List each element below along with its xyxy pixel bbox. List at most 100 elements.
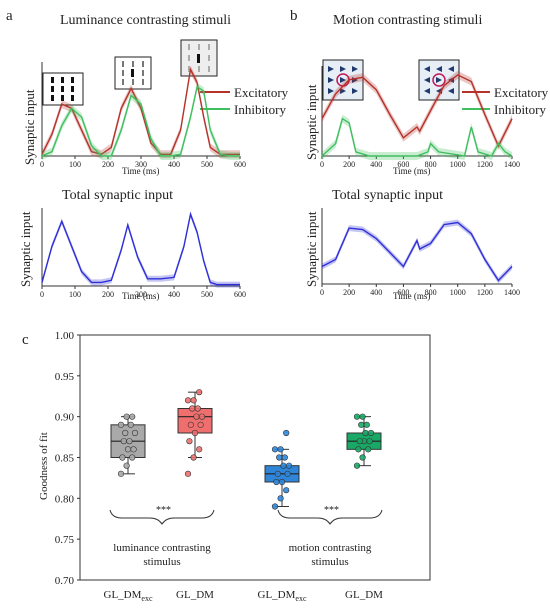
data-point xyxy=(281,454,288,461)
data-point xyxy=(366,438,373,445)
data-point xyxy=(120,438,127,445)
x-tick-label: 300 xyxy=(135,290,147,299)
x-tick-label: 1000 xyxy=(450,160,466,169)
box-1 xyxy=(110,413,146,477)
series-line-total-synaptic-input xyxy=(321,221,513,282)
panel-a-bottom-ylabel: Synaptic input xyxy=(18,211,33,287)
x-tick-label: 400 xyxy=(168,160,180,169)
data-point xyxy=(130,446,137,453)
data-point xyxy=(276,454,283,461)
data-point xyxy=(122,429,129,437)
data-point xyxy=(196,446,203,453)
x-tick-label: 600 xyxy=(234,290,246,299)
x-tick-label: 0 xyxy=(40,290,44,299)
panel-b-legend: Excitatory Inhibitory xyxy=(462,85,549,117)
y-tick-label: 0.85 xyxy=(55,453,75,465)
significance-bracket-luminance xyxy=(109,509,215,525)
data-point xyxy=(362,429,369,437)
x-tick-label: 500 xyxy=(201,160,213,169)
x-category-label: GL_DM xyxy=(176,589,214,601)
x-tick-label: 1200 xyxy=(477,288,493,297)
x-tick-label: 200 xyxy=(102,290,114,299)
panel-a-top-chart: 0 100 200 300 400 500 600 xyxy=(40,62,246,169)
x-tick-label: 100 xyxy=(69,290,81,299)
y-tick-label: 1.00 xyxy=(55,330,75,342)
series-line-total-synaptic-input xyxy=(41,211,240,286)
data-point xyxy=(358,421,365,428)
data-point xyxy=(123,462,130,469)
panel-c-letter: c xyxy=(22,332,29,348)
significance-stars-motion: *** xyxy=(324,505,339,516)
x-tick-label: 0 xyxy=(40,160,44,169)
data-point xyxy=(353,413,361,420)
x-tick-label: 400 xyxy=(370,288,382,297)
stimulus-icon-3 xyxy=(180,39,218,77)
y-tick-label: 0.80 xyxy=(55,493,75,505)
data-point xyxy=(367,429,375,437)
data-point xyxy=(191,429,199,437)
panel-b-top-ylabel: Synaptic input xyxy=(304,84,319,160)
x-tick-label: 600 xyxy=(397,160,409,169)
x-category-label: GL_DMexc xyxy=(258,589,307,603)
x-tick-label: 1200 xyxy=(477,160,493,169)
x-tick-label: 100 xyxy=(69,160,81,169)
data-point xyxy=(283,487,290,494)
y-tick-label: 0.70 xyxy=(55,575,75,587)
stimulus-icon-2 xyxy=(114,56,152,90)
series-line-inhibitory xyxy=(41,85,240,157)
data-point xyxy=(273,478,280,486)
series-line-excitatory xyxy=(321,74,513,148)
x-tick-label: 300 xyxy=(135,160,147,169)
x-tick-label: 800 xyxy=(425,160,437,169)
panel-a-bottom-title: Total synaptic input xyxy=(62,188,173,203)
box-3 xyxy=(264,429,300,510)
data-point xyxy=(285,462,293,469)
data-point xyxy=(280,462,287,469)
x-tick-label: 500 xyxy=(201,290,213,299)
error-band-total-synaptic-input xyxy=(42,211,240,288)
legend-label-excitatory: Excitatory xyxy=(234,85,289,100)
legend-label-excitatory-b: Excitatory xyxy=(494,85,549,100)
data-point xyxy=(356,438,363,445)
data-point xyxy=(359,454,366,461)
data-point xyxy=(277,446,284,453)
error-band-excitatory xyxy=(42,65,240,159)
series-line-excitatory xyxy=(41,67,240,156)
y-tick-label: 0.75 xyxy=(55,534,75,546)
x-tick-label: 1400 xyxy=(504,288,520,297)
data-point xyxy=(131,429,139,437)
panel-b-bottom-ylabel: Synaptic input xyxy=(304,211,319,287)
x-tick-label: 800 xyxy=(425,288,437,297)
series-line-inhibitory xyxy=(321,117,513,157)
panel-b-top-chart: 0 200 400 600 800 1000 1200 1400 xyxy=(320,66,520,169)
data-point xyxy=(129,413,136,420)
data-point xyxy=(190,454,197,461)
data-point xyxy=(194,405,201,412)
panel-a-bottom-xlabel: Time (ms) xyxy=(122,291,159,301)
x-tick-label: 200 xyxy=(343,160,355,169)
panel-b-bottom-xlabel: Time (ms) xyxy=(393,291,430,301)
data-point xyxy=(184,470,192,477)
panel-a-title: Luminance contrasting stimuli xyxy=(60,13,231,28)
x-tick-label: 1400 xyxy=(504,160,520,169)
data-point xyxy=(189,405,196,412)
data-point xyxy=(126,438,133,445)
panel-b-bottom-chart: 0 200 400 600 800 1000 1200 1400 xyxy=(320,208,520,297)
box-2 xyxy=(177,389,213,477)
significance-stars-luminance: *** xyxy=(156,505,171,516)
data-point xyxy=(190,397,197,404)
panel-b-title: Motion contrasting stimuli xyxy=(333,13,482,28)
significance-bracket-motion xyxy=(277,509,383,525)
x-tick-label: 1000 xyxy=(450,288,466,297)
data-point xyxy=(353,462,361,469)
data-point xyxy=(274,470,281,477)
panel-a-legend: Excitatory Inhibitory xyxy=(200,85,289,117)
data-point xyxy=(124,446,132,453)
data-point xyxy=(184,397,192,404)
legend-label-inhibitory: Inhibitory xyxy=(234,102,286,117)
x-category-label: GL_DM xyxy=(345,589,383,601)
y-tick-label: 0.90 xyxy=(55,412,75,424)
legend-label-inhibitory-b: Inhibitory xyxy=(494,102,546,117)
y-tick-label: 0.95 xyxy=(55,371,75,383)
